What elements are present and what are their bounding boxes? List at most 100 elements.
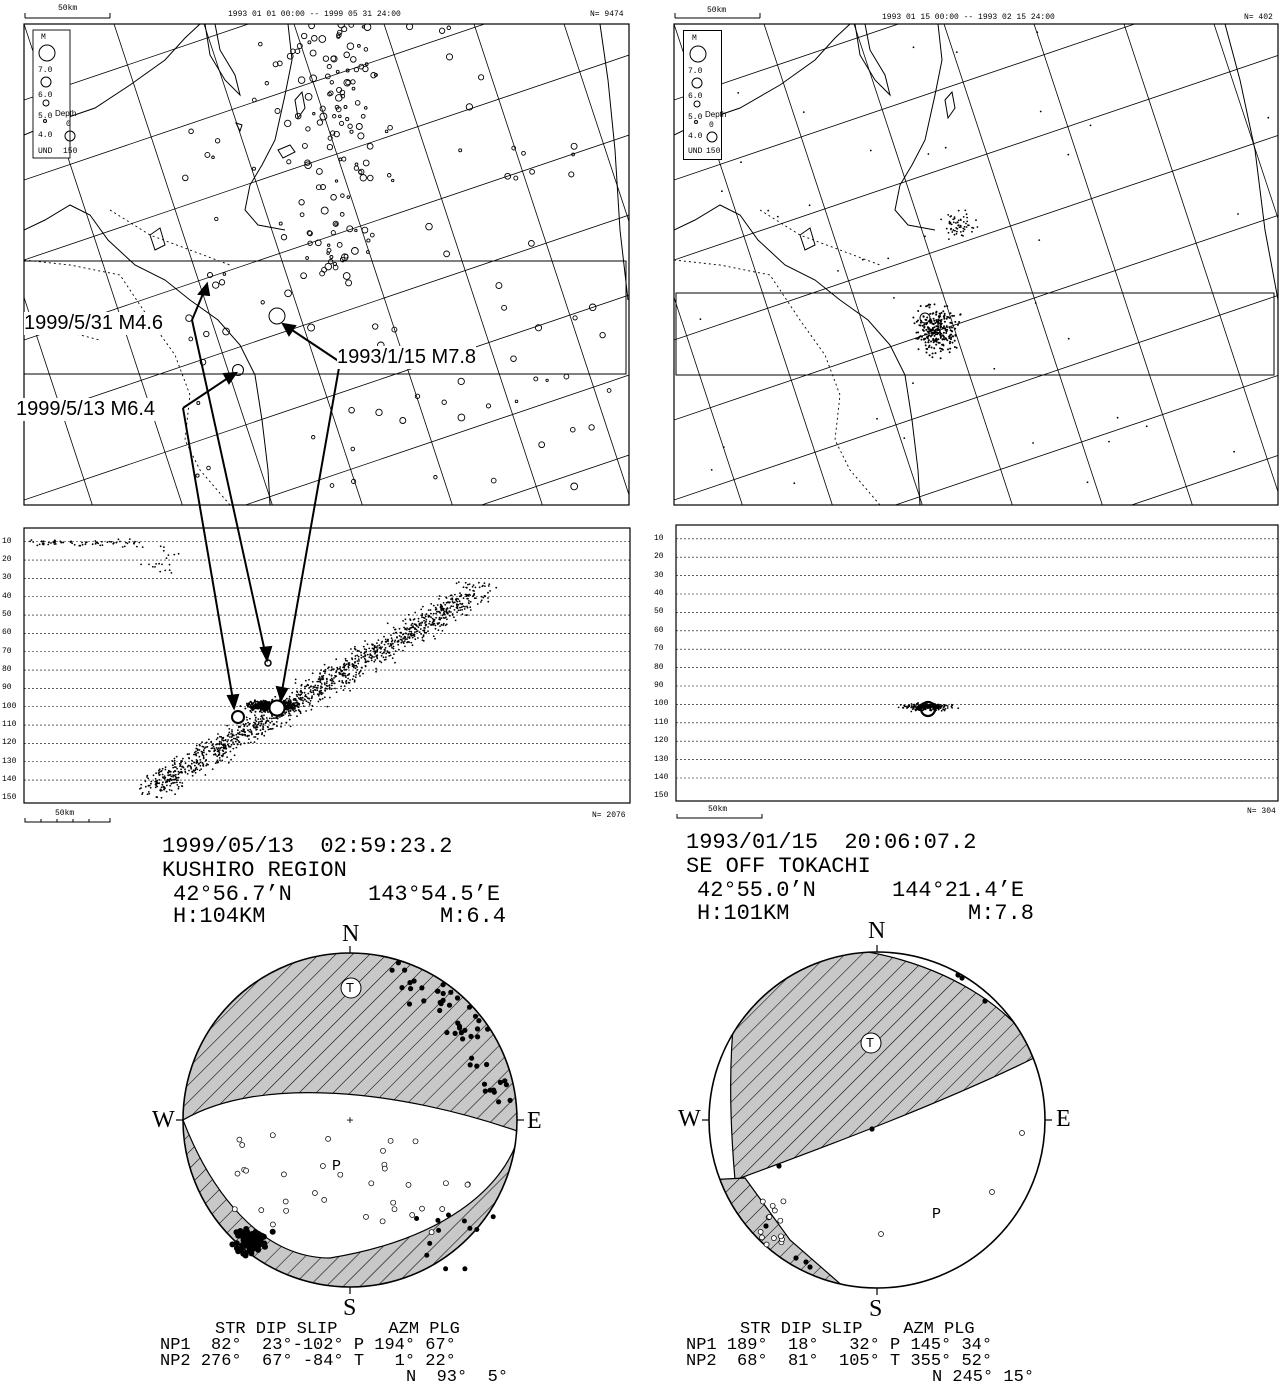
right-section-box xyxy=(675,292,1275,376)
right-t-label: T xyxy=(866,1035,874,1050)
depth-tick-30: 30 xyxy=(2,573,12,583)
left-p-label: P xyxy=(332,1158,342,1175)
legend-depth-0: 0 xyxy=(66,120,71,129)
right-map-graticule xyxy=(674,24,1278,505)
right-event-time: 1993/01/15 20:06:07.2 xyxy=(686,830,977,855)
right-dir-south: S xyxy=(869,1296,883,1322)
left-map-period: 1993 01 01 00:00 -- 1999 05 31 24:00 xyxy=(228,10,401,19)
depth-tick-110: 110 xyxy=(654,717,669,727)
left-t-axis-marker xyxy=(340,977,362,999)
right-legend-m-5: 5.0 xyxy=(688,113,703,122)
left-mech-row-3: N 93° 5° xyxy=(406,1368,509,1387)
right-legend-depth-label: Depth xyxy=(705,110,727,119)
right-section-scale-label: 50km xyxy=(708,805,728,814)
right-mech-row-3: N 245° 15° xyxy=(932,1368,1035,1387)
left-mech-header: STR DIP SLIP AZM PLG xyxy=(215,1320,460,1339)
left-depth-section xyxy=(23,527,631,804)
annotation-arrows xyxy=(182,281,341,711)
left-event-region: KUSHIRO REGION xyxy=(162,858,347,883)
right-p-label: P xyxy=(932,1206,942,1223)
right-main-hypocenter xyxy=(919,700,937,718)
right-event-mag: M:7.8 xyxy=(968,901,1035,926)
legend-m-4: 4.0 xyxy=(38,131,53,140)
left-map-coastline xyxy=(24,24,629,505)
annotation-1993-01-15: 1993/1/15 M7.8 xyxy=(337,346,476,369)
left-dir-north: N xyxy=(342,921,360,947)
right-section-count: N= 304 xyxy=(1247,807,1276,816)
left-epicenter-map xyxy=(23,23,630,506)
left-section-scale-label: 50km xyxy=(55,809,75,818)
depth-tick-130: 130 xyxy=(2,756,17,766)
depth-tick-60: 60 xyxy=(654,625,664,635)
right-map-boundaries xyxy=(674,209,881,505)
epicenter-1993-01-15 xyxy=(268,307,286,325)
right-legend-m-4: 4.0 xyxy=(688,132,703,141)
depth-tick-80: 80 xyxy=(2,665,12,675)
right-legend-depth-0: 0 xyxy=(709,121,714,130)
right-legend-m-label: M xyxy=(692,34,697,43)
left-event-lon: 143°54.5’E xyxy=(368,882,501,907)
legend-m-und: UND xyxy=(38,147,53,156)
right-focal-mechanism xyxy=(702,945,1052,1295)
left-map-legend xyxy=(32,29,76,159)
hypocenter-1999-05-31 xyxy=(264,659,272,667)
right-t-axis-marker xyxy=(860,1032,882,1054)
left-dir-west: W xyxy=(152,1107,175,1133)
depth-tick-150: 150 xyxy=(654,791,669,801)
right-map-legend: M 7.0 6.0 5.0 4.0 UND Depth 0 150 xyxy=(683,30,726,160)
depth-tick-10: 10 xyxy=(654,533,664,543)
left-dir-south: S xyxy=(343,1295,357,1321)
legend-m-7: 7.0 xyxy=(38,66,53,75)
left-dir-east: E xyxy=(527,1108,542,1134)
right-depth-section xyxy=(675,524,1279,802)
left-focal-mechanism: + xyxy=(176,946,524,1294)
right-mech-table: NP1 189° 18° 32° P 145° 34° NP2 68° 81° … xyxy=(686,1336,1035,1387)
left-map-content xyxy=(24,24,629,505)
right-dir-east: E xyxy=(1056,1106,1071,1132)
left-mech-table: NP1 82° 23°-102° P 194° 67° NP2 276° 67°… xyxy=(160,1337,509,1387)
annotation-1999-05-31: 1999/5/31 M4.6 xyxy=(24,312,163,335)
right-scale-label: 50km xyxy=(707,6,727,15)
depth-tick-130: 130 xyxy=(654,754,669,764)
svg-text:+: + xyxy=(346,1113,353,1127)
right-event-lon: 144°21.4’E xyxy=(892,878,1025,903)
depth-tick-60: 60 xyxy=(2,628,12,638)
depth-tick-150: 150 xyxy=(2,793,17,803)
right-legend-m-und: UND xyxy=(688,147,703,156)
depth-tick-20: 20 xyxy=(654,552,664,562)
scale-bars xyxy=(24,13,763,823)
right-dir-west: W xyxy=(678,1106,701,1132)
right-mech-header: STR DIP SLIP AZM PLG xyxy=(740,1320,975,1339)
left-section-count: N= 2076 xyxy=(592,811,626,820)
right-event-region: SE OFF TOKACHI xyxy=(686,854,871,879)
left-map-count: N= 9474 xyxy=(590,10,624,19)
legend-m-6: 6.0 xyxy=(38,91,53,100)
right-dir-north: N xyxy=(868,918,886,944)
right-map-coastline xyxy=(674,24,1278,505)
depth-tick-80: 80 xyxy=(654,662,664,672)
legend-m-5: 5.0 xyxy=(38,112,53,121)
hypocenter-1999-05-13 xyxy=(231,710,245,724)
left-scale-label: 50km xyxy=(58,4,78,13)
right-main-epicenter xyxy=(919,312,931,324)
depth-tick-50: 50 xyxy=(2,610,12,620)
depth-tick-110: 110 xyxy=(2,720,17,730)
right-map-epicenters xyxy=(699,31,1270,485)
right-map-count: N= 402 xyxy=(1244,13,1273,22)
left-polarity-marks xyxy=(229,960,513,1272)
right-mech-row-1: NP1 189° 18° 32° P 145° 34° xyxy=(686,1336,993,1355)
left-map-graticule xyxy=(24,24,629,505)
depth-tick-140: 140 xyxy=(654,773,669,782)
depth-tick-120: 120 xyxy=(654,736,669,746)
depth-tick-70: 70 xyxy=(2,646,12,656)
left-event-depth: H:104KM xyxy=(173,904,266,929)
right-section-depth-lines xyxy=(676,538,1278,779)
epicenter-1999-05-13 xyxy=(232,364,244,376)
left-event-lat: 42°56.7’N xyxy=(173,882,292,907)
depth-tick-90: 90 xyxy=(654,681,664,690)
depth-tick-50: 50 xyxy=(654,607,664,617)
epicenter-1999-05-31 xyxy=(207,272,213,278)
right-polarity-marks xyxy=(757,972,1025,1270)
right-legend-depth-150: 150 xyxy=(706,147,721,156)
